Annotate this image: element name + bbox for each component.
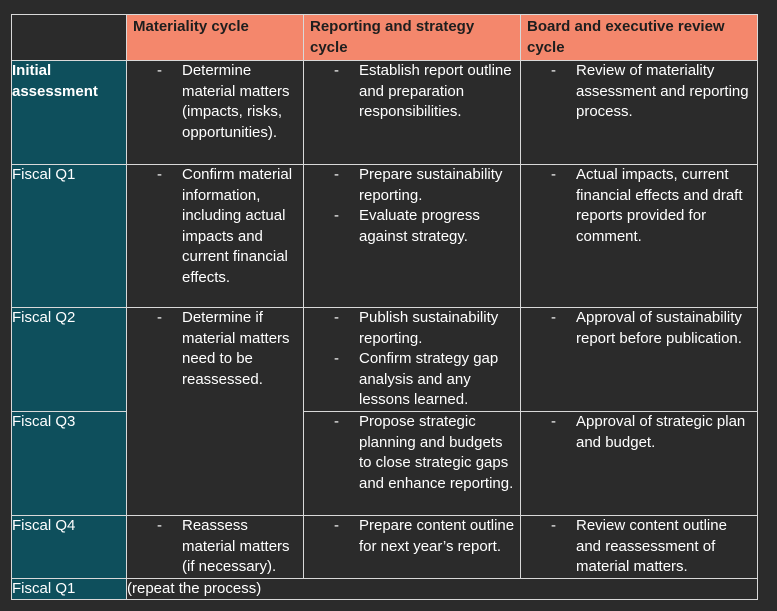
- board-cell: - Review of materiality assessment and re…: [520, 60, 758, 165]
- board-cell: - Actual impacts, current financial effec…: [520, 164, 758, 308]
- header-board-executive-review-cycle: Board and executive review cycle: [520, 14, 758, 61]
- list-item: - Prepare content outline for next year’s…: [304, 516, 520, 557]
- row-label: Fiscal Q1: [11, 164, 127, 308]
- table-row: Fiscal Q4 - Reassess material matters (if…: [11, 515, 758, 579]
- list-item: - Prepare sustainability reporting.: [304, 165, 520, 206]
- bullet-dash: -: [551, 309, 556, 326]
- bullet-dash: -: [157, 517, 162, 534]
- bullet-dash: -: [334, 166, 339, 183]
- row-label: Fiscal Q4: [11, 515, 127, 579]
- reporting-cell: - Prepare sustainability reporting. - Eval…: [303, 164, 521, 308]
- list-item: - Confirm material information, including…: [127, 165, 303, 288]
- materiality-cell: - Confirm material information, including…: [126, 164, 304, 308]
- materiality-cell: - Determine material matters (impacts, ri…: [126, 60, 304, 165]
- list-item-text: Approval of strategic plan and budget.: [576, 413, 746, 451]
- list-item-text: Approval of sustainability report before…: [576, 309, 742, 347]
- bullet-dash: -: [334, 62, 339, 79]
- bullet-dash: -: [334, 517, 339, 534]
- bullet-dash: -: [551, 62, 556, 79]
- list-item-text: Determine if material matters need to be…: [182, 309, 290, 388]
- list-item: - Actual impacts, current financial effec…: [521, 165, 757, 247]
- reporting-cell: - Publish sustainability reporting. - Conf…: [303, 307, 521, 412]
- table-row: Initial assessment - Determine material m…: [11, 60, 758, 165]
- board-cell: - Review content outline and reassessment…: [520, 515, 758, 579]
- header-materiality-cycle: Materiality cycle: [126, 14, 304, 61]
- bullet-dash: -: [334, 309, 339, 326]
- table-row: Fiscal Q1 - Confirm material information,…: [11, 164, 758, 308]
- bullet-dash: -: [157, 309, 162, 326]
- list-item-text: Reassess material matters (if necessary)…: [182, 517, 290, 575]
- bullet-dash: -: [551, 166, 556, 183]
- board-cell: - Approval of strategic plan and budget.: [520, 411, 758, 516]
- list-item: - Review content outline and reassessment…: [521, 516, 757, 578]
- row-label: Initial assessment: [11, 60, 127, 165]
- materiality-cell: - Reassess material matters (if necessary…: [126, 515, 304, 579]
- list-item: - Evaluate progress against strategy.: [304, 206, 520, 247]
- header-reporting-strategy-cycle: Reporting and strategy cycle: [303, 14, 521, 61]
- list-item-text: Publish sustainability reporting.: [359, 309, 499, 347]
- row-label: Fiscal Q3: [11, 411, 127, 516]
- bullet-dash: -: [157, 166, 162, 183]
- list-item: - Review of materiality assessment and re…: [521, 61, 757, 123]
- list-item-text: Confirm material information, including …: [182, 166, 293, 286]
- list-item: - Approval of sustainability report befor…: [521, 308, 757, 349]
- list-item: - Confirm strategy gap analysis and any l…: [304, 349, 520, 411]
- table-row: Fiscal Q1 (repeat the process): [11, 577, 758, 600]
- reporting-cell: - Propose strategic planning and budgets …: [303, 411, 521, 516]
- list-item: - Reassess material matters (if necessary…: [127, 516, 303, 578]
- table-row: Fiscal Q2 - Determine if material matters…: [11, 307, 758, 516]
- board-cell: - Approval of sustainability report befor…: [520, 307, 758, 412]
- bullet-dash: -: [334, 207, 339, 224]
- reporting-cell: - Prepare content outline for next year’s…: [303, 515, 521, 579]
- list-item-text: Prepare sustainability reporting.: [359, 166, 503, 204]
- bullet-dash: -: [157, 62, 162, 79]
- header-row: Materiality cycle Reporting and strategy…: [11, 14, 758, 61]
- list-item-text: Determine material matters (impacts, ris…: [182, 62, 290, 141]
- list-item-text: Review of materiality assessment and rep…: [576, 62, 749, 120]
- list-item: - Publish sustainability reporting.: [304, 308, 520, 349]
- list-item-text: Establish report outline and preparation…: [359, 62, 512, 120]
- list-item-text: Prepare content outline for next year’s …: [359, 517, 515, 555]
- list-item: - Determine material matters (impacts, ri…: [127, 61, 303, 143]
- row-label: Fiscal Q1: [11, 577, 127, 600]
- reporting-cell: - Establish report outline and preparatio…: [303, 60, 521, 165]
- list-item-text: Evaluate progress against strategy.: [359, 207, 480, 245]
- list-item: - Approval of strategic plan and budget.: [521, 412, 757, 453]
- cycle-table: Materiality cycle Reporting and strategy…: [11, 14, 758, 600]
- materiality-cell: - Determine if material matters need to b…: [126, 307, 304, 516]
- corner-cell: [11, 14, 127, 61]
- list-item: - Determine if material matters need to b…: [127, 308, 303, 390]
- list-item: - Propose strategic planning and budgets …: [304, 412, 520, 494]
- list-item-text: Review content outline and reassessment …: [576, 517, 727, 575]
- bullet-dash: -: [334, 413, 339, 430]
- bullet-dash: -: [551, 413, 556, 430]
- bullet-dash: -: [334, 350, 339, 367]
- list-item-text: Confirm strategy gap analysis and any le…: [359, 350, 499, 408]
- row-label: Fiscal Q2: [11, 307, 127, 412]
- list-item-text: Actual impacts, current financial effect…: [576, 166, 743, 245]
- list-item: - Establish report outline and preparatio…: [304, 61, 520, 123]
- table-row: Fiscal Q3 - Propose strategic planning an…: [11, 411, 758, 516]
- bullet-dash: -: [551, 517, 556, 534]
- list-item-text: Propose strategic planning and budgets t…: [359, 413, 514, 492]
- repeat-note: (repeat the process): [126, 577, 758, 600]
